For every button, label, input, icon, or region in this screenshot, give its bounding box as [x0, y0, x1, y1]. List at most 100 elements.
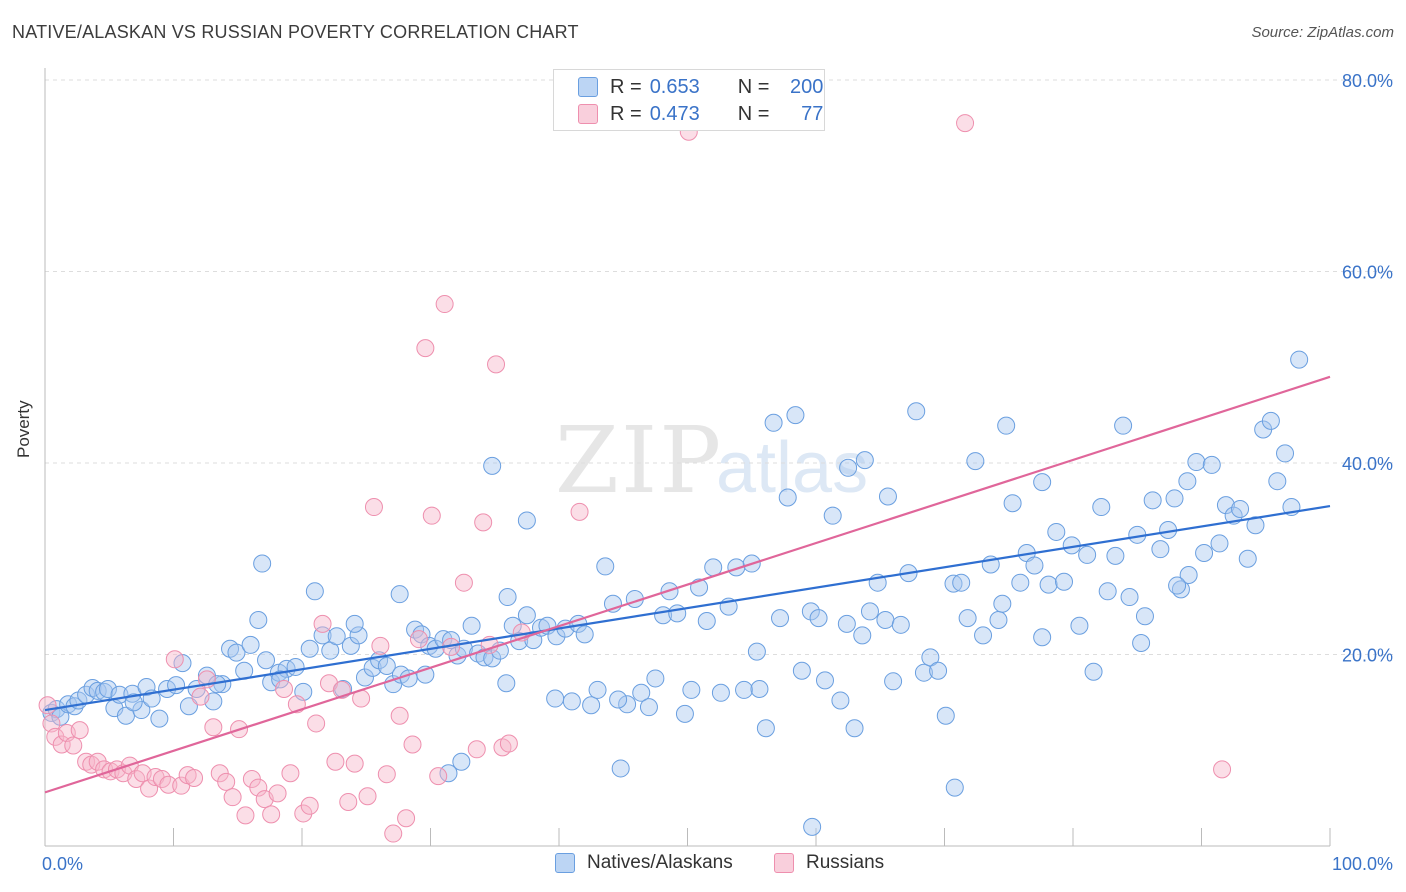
- legend-swatch-natives: [578, 77, 598, 97]
- native-point: [682, 680, 701, 699]
- native-point: [1078, 545, 1097, 564]
- russian-point: [46, 727, 65, 746]
- russian-point: [487, 355, 506, 374]
- russian-point: [377, 765, 396, 784]
- native-point: [855, 451, 874, 470]
- native-point: [756, 719, 775, 738]
- native-point: [1011, 573, 1030, 592]
- legend-r-label: R =: [610, 75, 642, 98]
- native-point: [823, 506, 842, 525]
- native-point: [809, 609, 828, 628]
- native-point: [517, 606, 536, 625]
- y-tick-label: 80.0%: [1342, 71, 1393, 91]
- native-point: [452, 752, 471, 771]
- native-point: [646, 669, 665, 688]
- legend-item-russians[interactable]: Russians: [774, 852, 884, 874]
- native-point: [764, 413, 783, 432]
- native-point: [914, 663, 933, 682]
- native-point: [786, 406, 805, 425]
- native-point: [1092, 498, 1111, 517]
- native-point: [132, 701, 151, 720]
- legend-r-label: R =: [610, 102, 642, 125]
- native-point: [503, 616, 522, 635]
- legend-swatch-russians: [578, 104, 598, 124]
- native-point: [747, 642, 766, 661]
- russian-point: [281, 764, 300, 783]
- native-point: [1120, 588, 1139, 607]
- native-point: [1195, 544, 1214, 563]
- native-point: [257, 651, 276, 670]
- russian-point: [275, 679, 294, 698]
- native-point: [884, 672, 903, 691]
- native-point: [778, 488, 797, 507]
- native-point: [1261, 411, 1280, 430]
- native-point: [253, 554, 272, 573]
- legend-r-value-natives: 0.653: [649, 75, 700, 98]
- russian-point: [358, 787, 377, 806]
- legend-n-value-natives: 200: [790, 75, 824, 98]
- russian-point: [223, 788, 242, 807]
- native-point: [341, 636, 360, 655]
- russian-point: [313, 614, 332, 633]
- native-point: [124, 693, 143, 712]
- native-point: [618, 695, 637, 714]
- native-point: [271, 670, 290, 689]
- native-point: [497, 674, 516, 693]
- native-point: [878, 487, 897, 506]
- legend-label-russians: Russians: [806, 852, 885, 873]
- russian-point: [956, 114, 975, 133]
- russian-point: [371, 636, 390, 655]
- russian-point: [165, 650, 184, 669]
- native-point: [632, 683, 651, 702]
- russian-point: [159, 775, 178, 794]
- legend-row-natives: R = 0.653 N = 200: [578, 74, 823, 100]
- native-point: [1135, 607, 1154, 626]
- trend-lines: [44, 375, 1331, 794]
- native-point: [936, 706, 955, 725]
- russian-point: [140, 779, 159, 798]
- trend-line-russians: [44, 375, 1331, 794]
- russian-point: [429, 767, 448, 786]
- native-point: [305, 582, 324, 601]
- series-russians-points: [38, 114, 1232, 843]
- native-point: [1143, 491, 1162, 510]
- native-point: [1084, 662, 1103, 681]
- native-point: [300, 639, 319, 658]
- legend-n-value-russians: 77: [801, 102, 824, 125]
- series-legend: Natives/Alaskans Russians: [0, 850, 1406, 878]
- russian-point: [217, 772, 236, 791]
- native-point: [150, 709, 169, 728]
- russian-point: [294, 804, 313, 823]
- native-point: [1268, 472, 1287, 491]
- russian-point: [38, 696, 57, 715]
- legend-swatch-russians: [774, 853, 794, 873]
- native-point: [596, 557, 615, 576]
- legend-item-natives[interactable]: Natives/Alaskans: [555, 852, 733, 874]
- russian-point: [300, 796, 319, 815]
- native-point: [1238, 549, 1257, 568]
- legend-n-label: N =: [737, 102, 770, 125]
- native-point: [588, 680, 607, 699]
- native-point: [241, 635, 260, 654]
- native-point: [249, 611, 268, 630]
- russian-point: [307, 714, 326, 733]
- native-point: [1047, 522, 1066, 541]
- native-point: [1003, 494, 1022, 513]
- native-point: [1290, 350, 1309, 369]
- native-point: [907, 402, 926, 421]
- native-point: [1210, 534, 1229, 553]
- russian-point: [70, 721, 89, 740]
- russian-point: [268, 784, 287, 803]
- x-tick-label-end: 100.0%: [1332, 854, 1393, 874]
- native-point: [498, 588, 517, 607]
- russian-point: [249, 778, 268, 797]
- native-point: [735, 680, 754, 699]
- native-point: [1231, 499, 1250, 518]
- native-point: [483, 456, 502, 475]
- native-point: [803, 817, 822, 836]
- native-point: [1106, 546, 1125, 565]
- russian-point: [1213, 760, 1232, 779]
- native-point: [845, 719, 864, 738]
- y-axis-tick-labels: 20.0% 40.0% 60.0% 80.0%: [1342, 71, 1393, 666]
- chart-title: NATIVE/ALASKAN VS RUSSIAN POVERTY CORREL…: [12, 22, 579, 42]
